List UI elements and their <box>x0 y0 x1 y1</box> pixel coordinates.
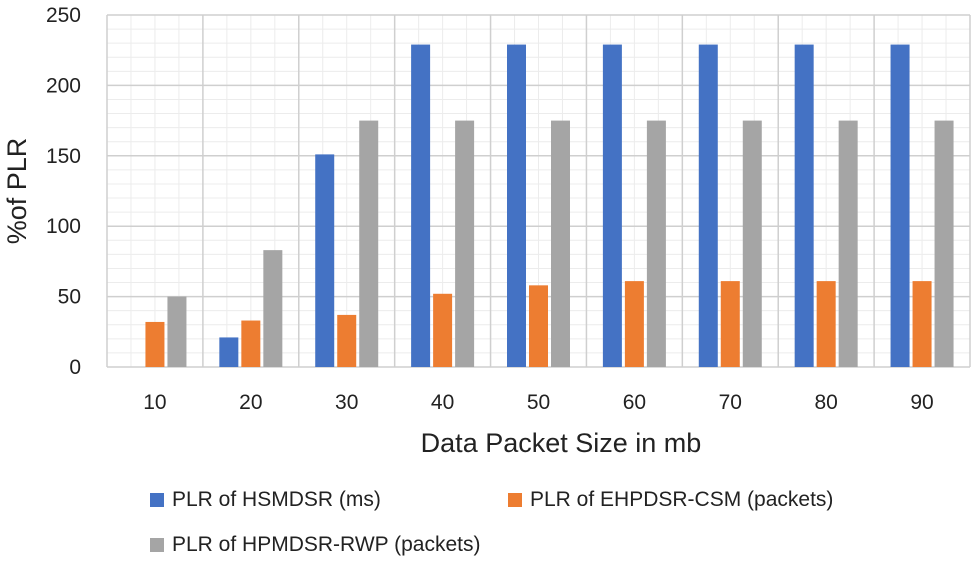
bar-series-3-60 <box>646 120 666 367</box>
x-tick-label: 90 <box>910 391 933 414</box>
legend-swatch-3 <box>150 538 164 552</box>
bar-series-1-20 <box>219 337 239 367</box>
x-axis-label: Data Packet Size in mb <box>421 428 702 458</box>
bar-series-3-50 <box>551 120 570 367</box>
bar-series-3-90 <box>934 120 954 367</box>
bar-series-2-50 <box>529 285 548 367</box>
y-tick-label: 150 <box>46 145 81 168</box>
bar-series-2-20 <box>241 320 261 367</box>
bar-series-1-40 <box>411 44 431 368</box>
y-tick-labels: 0 50 100 150 200 250 <box>46 4 81 379</box>
bar-series-1-50 <box>507 44 526 368</box>
bar-series-2-30 <box>337 314 357 367</box>
bars <box>145 44 954 368</box>
x-tick-label: 30 <box>335 391 358 414</box>
y-tick-label: 200 <box>46 74 81 97</box>
bar-series-3-10 <box>167 296 187 367</box>
y-tick-label: 100 <box>46 215 81 238</box>
bar-series-3-40 <box>455 120 475 367</box>
bar-series-1-60 <box>602 44 622 368</box>
bar-series-1-70 <box>698 44 718 368</box>
x-tick-label: 20 <box>239 391 262 414</box>
bar-series-2-60 <box>624 281 644 367</box>
bar-series-1-30 <box>315 154 335 367</box>
x-tick-label: 10 <box>143 391 166 414</box>
legend-label-1: PLR of HSMDSR (ms) <box>172 488 381 511</box>
bar-series-3-30 <box>359 120 379 367</box>
x-tick-label: 50 <box>527 391 550 414</box>
x-tick-label: 40 <box>431 391 454 414</box>
y-axis-label: %of PLR <box>2 138 32 245</box>
bar-series-2-10 <box>145 321 165 367</box>
bar-series-3-80 <box>838 120 858 367</box>
bar-series-3-20 <box>263 250 283 367</box>
x-tick-labels: 10 20 30 40 50 60 70 80 90 <box>143 391 933 414</box>
bar-series-1-80 <box>794 44 814 368</box>
legend: PLR of HSMDSR (ms) PLR of EHPDSR-CSM (pac… <box>150 488 833 556</box>
y-tick-label: 50 <box>58 286 81 309</box>
bar-series-2-80 <box>816 281 836 367</box>
x-tick-label: 80 <box>814 391 837 414</box>
y-tick-label: 0 <box>69 356 81 379</box>
legend-swatch-1 <box>150 493 164 507</box>
x-tick-label: 70 <box>719 391 742 414</box>
bar-series-2-40 <box>433 293 453 367</box>
legend-label-2: PLR of EHPDSR-CSM (packets) <box>530 488 833 511</box>
bar-series-2-90 <box>912 281 932 367</box>
x-tick-label: 60 <box>623 391 646 414</box>
y-tick-label: 250 <box>46 4 81 27</box>
bar-series-3-70 <box>742 120 762 367</box>
bar-series-2-70 <box>720 281 740 367</box>
bar-series-1-90 <box>890 44 910 368</box>
legend-swatch-2 <box>508 493 522 507</box>
legend-label-3: PLR of HPMDSR-RWP (packets) <box>172 533 480 556</box>
